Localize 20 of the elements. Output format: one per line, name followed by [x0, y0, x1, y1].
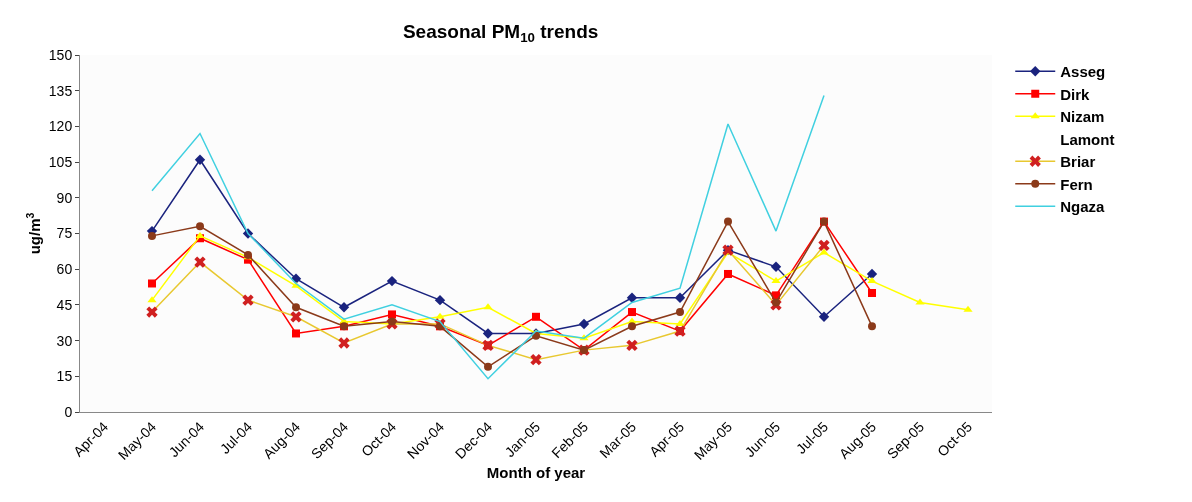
x-axis-title: Month of year — [486, 463, 586, 481]
y-tick-label: 15 — [56, 368, 73, 385]
legend-label: Ngaza — [1060, 198, 1106, 216]
y-tick-label: 150 — [48, 46, 73, 63]
legend-label: Nizam — [1060, 108, 1105, 126]
y-tick-label: 75 — [56, 225, 73, 242]
y-tick-label: 60 — [56, 261, 73, 278]
y-tick-label: 0 — [64, 403, 73, 420]
legend-label: Asseg — [1060, 63, 1106, 81]
chart-title: Seasonal PM$_{10}$ trends — [402, 21, 599, 46]
legend-label: Fern — [1060, 175, 1093, 193]
text: Lamont — [1060, 130, 1115, 148]
y-tick-label: 120 — [48, 118, 73, 135]
legend-label: Briar — [1060, 153, 1096, 171]
legend-label: Dirk — [1060, 85, 1091, 103]
y-tick-label: 105 — [48, 154, 73, 170]
y-tick-label: 90 — [56, 189, 73, 206]
y-tick-label: 45 — [56, 296, 73, 313]
y-tick-label: 135 — [48, 82, 73, 99]
y-tick-label: 30 — [56, 332, 73, 349]
